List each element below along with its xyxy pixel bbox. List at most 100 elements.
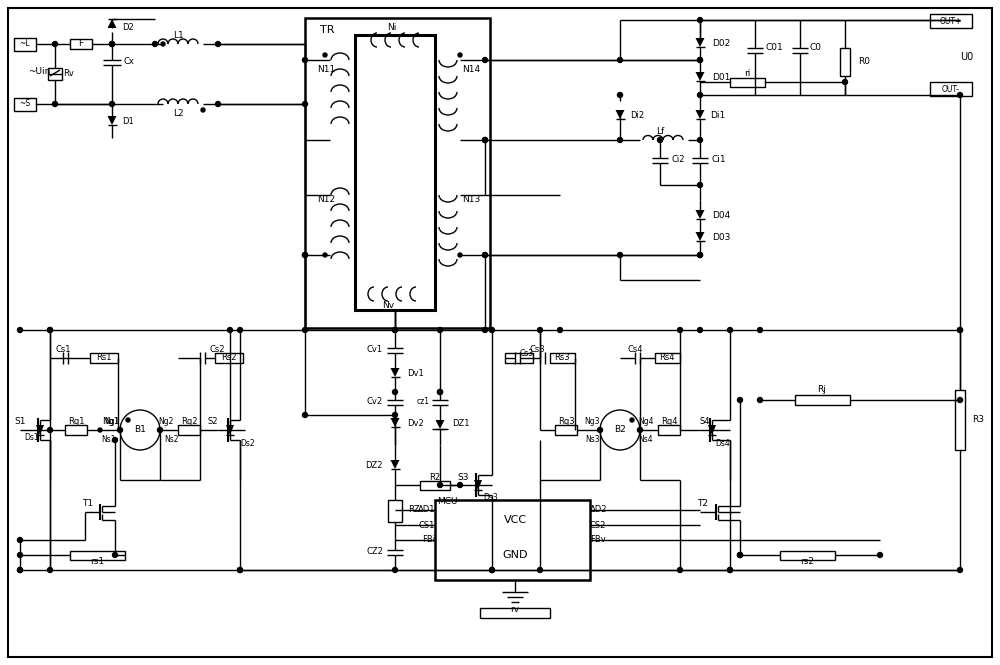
Text: F: F [78, 39, 84, 49]
Text: Ng1: Ng1 [105, 418, 120, 426]
Circle shape [958, 567, 962, 573]
Text: ~S: ~S [19, 100, 31, 108]
Circle shape [112, 553, 118, 557]
Bar [780, 551, 835, 560]
Text: D2: D2 [122, 23, 134, 31]
Text: rv: rv [510, 606, 520, 614]
Polygon shape [436, 420, 444, 429]
Circle shape [958, 398, 962, 402]
Text: U0: U0 [960, 52, 973, 62]
Circle shape [958, 92, 962, 98]
Text: Lf: Lf [656, 126, 664, 136]
Text: Ci2: Ci2 [672, 156, 686, 164]
Text: Ng4: Ng4 [638, 418, 654, 426]
Circle shape [698, 17, 702, 23]
Text: ~L: ~L [20, 39, 30, 49]
Text: OUT-: OUT- [942, 84, 960, 94]
Circle shape [458, 53, 462, 57]
Circle shape [238, 567, 242, 573]
Circle shape [738, 398, 742, 402]
Text: RZ: RZ [408, 505, 420, 515]
Circle shape [698, 253, 702, 257]
Text: R0: R0 [858, 57, 870, 66]
Text: Ns1: Ns1 [102, 436, 116, 444]
Text: L1: L1 [173, 31, 183, 41]
Text: Rg4: Rg4 [661, 418, 677, 426]
Bar [930, 82, 972, 96]
Text: Dv2: Dv2 [407, 420, 424, 428]
Circle shape [698, 182, 702, 188]
Bar [65, 425, 87, 435]
Circle shape [458, 253, 462, 257]
Text: S3: S3 [457, 473, 469, 481]
Text: S1: S1 [14, 418, 26, 426]
Text: Rj: Rj [818, 386, 826, 394]
Text: S2: S2 [208, 418, 218, 426]
Circle shape [618, 57, 622, 63]
Circle shape [630, 418, 634, 422]
Text: FBv: FBv [590, 535, 606, 545]
Circle shape [216, 102, 220, 106]
Text: D03: D03 [712, 233, 730, 243]
Text: CS2: CS2 [590, 521, 606, 529]
Bar [505, 353, 533, 363]
Circle shape [438, 327, 442, 332]
Circle shape [126, 418, 130, 422]
Circle shape [698, 92, 702, 98]
Circle shape [302, 102, 308, 106]
Circle shape [482, 138, 488, 142]
Text: Cv1: Cv1 [367, 346, 383, 354]
Polygon shape [616, 110, 624, 119]
Circle shape [216, 41, 220, 47]
Text: B1: B1 [134, 426, 146, 434]
Circle shape [618, 138, 622, 142]
Text: Ns3: Ns3 [585, 436, 600, 444]
Bar [795, 395, 850, 405]
Circle shape [302, 253, 308, 257]
Circle shape [118, 428, 122, 432]
Circle shape [302, 412, 308, 418]
Polygon shape [708, 425, 716, 435]
Text: Rs3: Rs3 [554, 354, 570, 362]
Circle shape [438, 390, 442, 394]
Text: L2: L2 [173, 108, 183, 118]
Bar [48, 68, 62, 80]
Polygon shape [108, 116, 116, 125]
Text: Ns2: Ns2 [164, 436, 178, 444]
Circle shape [678, 567, 682, 573]
Bar [480, 608, 550, 618]
Text: rs1: rs1 [90, 557, 104, 567]
Text: Rv: Rv [63, 68, 74, 78]
Text: Ci1: Ci1 [712, 156, 727, 164]
Circle shape [458, 483, 462, 487]
Text: ΔD2: ΔD2 [590, 505, 608, 515]
Text: OUT+: OUT+ [940, 17, 962, 25]
Text: T1: T1 [82, 499, 94, 509]
Text: MCU: MCU [437, 497, 458, 507]
Circle shape [392, 412, 398, 418]
Circle shape [490, 327, 494, 332]
Text: N14: N14 [462, 65, 480, 74]
Circle shape [18, 537, 22, 543]
Circle shape [698, 138, 702, 142]
Bar [14, 98, 36, 111]
Circle shape [158, 428, 162, 432]
Bar [555, 425, 577, 435]
Circle shape [110, 102, 114, 106]
Circle shape [958, 327, 962, 332]
Text: Cs4: Cs4 [628, 346, 644, 354]
Circle shape [728, 567, 732, 573]
Text: Cx: Cx [124, 57, 135, 66]
Circle shape [618, 253, 622, 257]
Circle shape [598, 428, 602, 432]
Text: Di2: Di2 [630, 110, 644, 120]
Circle shape [482, 57, 488, 63]
Circle shape [678, 327, 682, 332]
Circle shape [482, 253, 488, 257]
Circle shape [878, 553, 883, 557]
Bar [420, 481, 450, 490]
Polygon shape [696, 210, 704, 219]
Text: Ds2: Ds2 [240, 440, 255, 448]
Polygon shape [36, 425, 44, 435]
Circle shape [18, 567, 22, 573]
